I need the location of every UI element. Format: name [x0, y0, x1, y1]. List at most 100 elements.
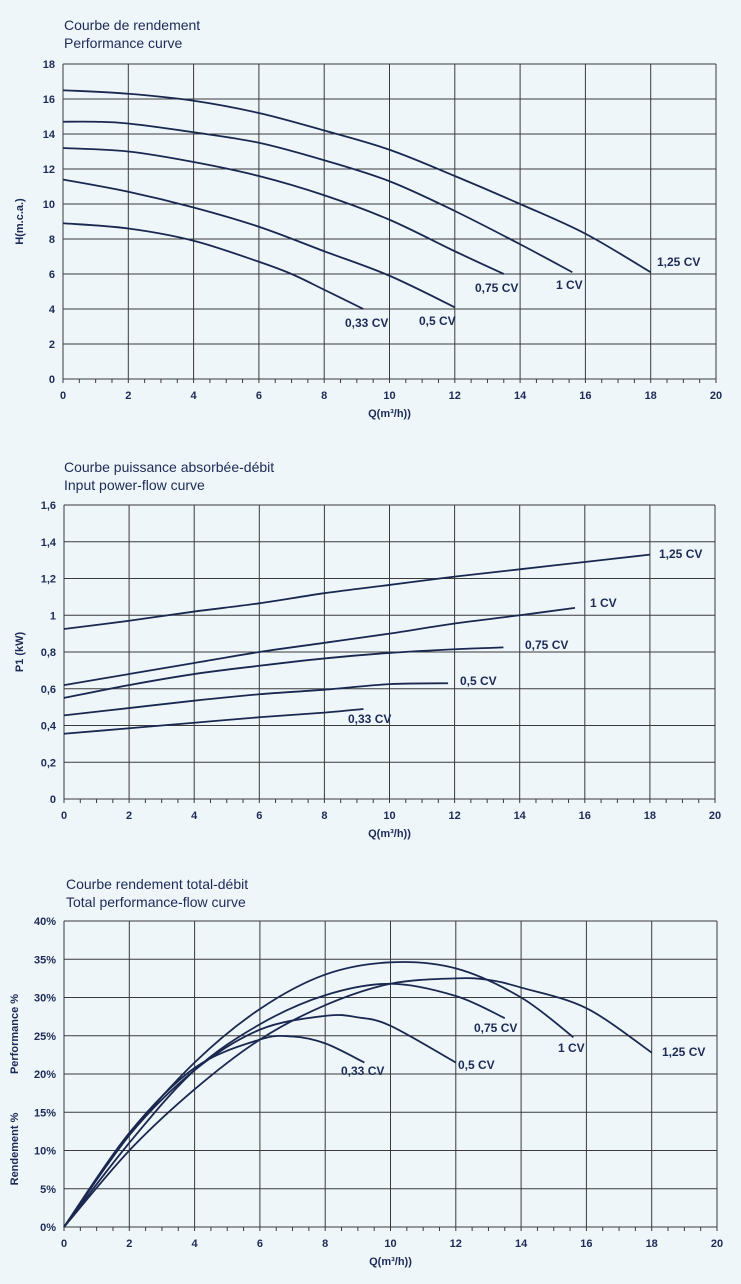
series-label: 1 CV — [558, 1041, 585, 1055]
x-tick-label: 4 — [191, 390, 198, 402]
y-tick-label: 10% — [34, 1146, 56, 1158]
y-axis-label: P1 (kW) — [14, 631, 26, 672]
y-tick-label: 0 — [49, 374, 55, 386]
x-tick-label: 2 — [125, 390, 131, 402]
y-tick-label: 1,6 — [41, 500, 56, 512]
x-tick-label: 18 — [646, 1238, 658, 1250]
series-line-2 — [62, 147, 505, 275]
y-tick-label: 8 — [49, 234, 55, 246]
y-tick-label: 18 — [43, 59, 55, 71]
x-tick-label: 16 — [579, 390, 591, 402]
series-line-0 — [63, 977, 653, 1228]
x-tick-label: 20 — [710, 390, 722, 402]
y-tick-label: 14 — [43, 129, 56, 141]
series-label: 0,33 CV — [348, 712, 391, 726]
y-tick-label: 0,2 — [41, 757, 56, 769]
series-line-3 — [63, 1014, 457, 1228]
x-tick-label: 8 — [322, 1238, 328, 1250]
series-label: 1,25 CV — [657, 255, 700, 269]
y-tick-label: 1 — [50, 610, 56, 622]
chart-title: Courbe de rendement — [64, 17, 200, 33]
x-axis-label: Q(m³/h)) — [368, 828, 411, 840]
x-axis-label: Q(m³/h)) — [369, 1256, 412, 1268]
x-tick-label: 0 — [61, 1238, 67, 1250]
x-tick-label: 20 — [709, 810, 721, 822]
chart-subtitle: Input power-flow curve — [64, 477, 205, 493]
x-tick-label: 10 — [383, 810, 395, 822]
series-label: 1 CV — [556, 278, 583, 292]
y-tick-label: 0,6 — [41, 684, 56, 696]
y-tick-label: 0,4 — [41, 721, 57, 733]
y-tick-label: 1,2 — [41, 574, 56, 586]
series-label: 0,75 CV — [474, 1021, 517, 1035]
x-tick-label: 6 — [256, 390, 262, 402]
x-tick-label: 0 — [61, 810, 67, 822]
x-tick-label: 14 — [514, 390, 527, 402]
y-tick-label: 6 — [49, 269, 55, 281]
series-line-3 — [63, 682, 449, 717]
y-tick-label: 12 — [43, 164, 55, 176]
series-label: 0,5 CV — [460, 674, 497, 688]
x-tick-label: 4 — [192, 1238, 199, 1250]
series-label: 1,25 CV — [662, 1045, 705, 1059]
y-tick-label: 4 — [49, 304, 56, 316]
x-tick-label: 14 — [515, 1238, 528, 1250]
series-line-0 — [62, 89, 652, 274]
x-tick-label: 8 — [321, 810, 327, 822]
y-tick-label: 1,4 — [41, 537, 57, 549]
y-axis-label-secondary: Performance % — [9, 994, 21, 1074]
x-tick-label: 16 — [580, 1238, 592, 1250]
x-tick-label: 12 — [449, 390, 461, 402]
y-tick-label: 35% — [34, 954, 56, 966]
x-tick-label: 14 — [514, 810, 527, 822]
x-tick-label: 20 — [711, 1238, 723, 1250]
y-tick-label: 20% — [34, 1069, 56, 1081]
y-tick-label: 25% — [34, 1031, 56, 1043]
x-tick-label: 12 — [450, 1238, 462, 1250]
y-tick-label: 40% — [34, 916, 56, 928]
x-tick-label: 10 — [383, 390, 395, 402]
series-label: 0,33 CV — [341, 1064, 384, 1078]
y-tick-label: 15% — [34, 1107, 56, 1119]
series-label: 0,33 CV — [345, 316, 388, 330]
y-tick-label: 0,8 — [41, 647, 56, 659]
y-tick-label: 30% — [34, 993, 56, 1005]
y-tick-label: 10 — [43, 199, 55, 211]
y-tick-label: 0% — [40, 1222, 56, 1234]
y-axis-label: H(m.c.a.) — [14, 198, 26, 245]
x-tick-label: 12 — [448, 810, 460, 822]
x-tick-label: 2 — [126, 1238, 132, 1250]
series-label: 1,25 CV — [659, 547, 702, 561]
x-tick-label: 18 — [645, 390, 657, 402]
series-line-1 — [63, 961, 574, 1228]
series-line-1 — [63, 607, 576, 686]
series-line-4 — [63, 1034, 365, 1228]
x-tick-label: 4 — [191, 810, 198, 822]
x-tick-label: 16 — [579, 810, 591, 822]
y-tick-label: 0 — [50, 794, 56, 806]
chart-3: Courbe rendement total-débit Total perfor… — [9, 876, 723, 1268]
x-tick-label: 2 — [126, 810, 132, 822]
x-tick-label: 0 — [60, 390, 66, 402]
chart-subtitle: Performance curve — [64, 35, 182, 51]
series-line-3 — [62, 178, 456, 309]
y-axis-label: Rendement % — [9, 1112, 21, 1185]
series-line-2 — [63, 646, 504, 699]
chart-2: Courbe puissance absorbée-débit Input pow… — [14, 459, 721, 840]
series-line-0 — [63, 553, 651, 630]
x-axis-label: Q(m³/h)) — [368, 408, 411, 420]
chart-title: Courbe puissance absorbée-débit — [64, 459, 274, 475]
series-label: 0,5 CV — [419, 314, 456, 328]
series-line-4 — [62, 222, 364, 310]
series-label: 0,75 CV — [525, 638, 568, 652]
x-tick-label: 6 — [257, 1238, 263, 1250]
series-label: 0,5 CV — [458, 1058, 495, 1072]
y-tick-label: 2 — [49, 339, 55, 351]
y-tick-label: 5% — [40, 1184, 56, 1196]
series-line-1 — [62, 120, 573, 274]
series-label: 0,75 CV — [475, 281, 518, 295]
x-tick-label: 18 — [644, 810, 656, 822]
series-line-2 — [63, 982, 506, 1228]
chart-subtitle: Total performance-flow curve — [66, 894, 246, 910]
